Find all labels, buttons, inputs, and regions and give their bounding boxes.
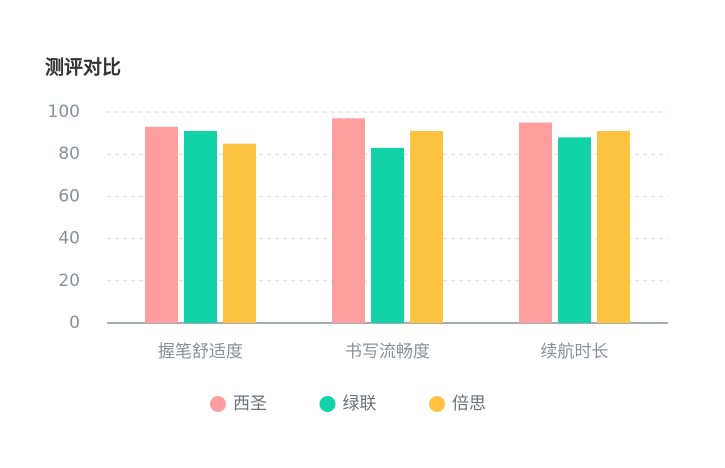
y-tick-label: 60 <box>58 186 80 206</box>
legend-label: 西圣 <box>233 394 267 414</box>
chart-title: 测评对比 <box>45 56 121 79</box>
bar <box>558 137 591 323</box>
bar <box>371 147 404 323</box>
bar <box>519 122 552 323</box>
x-tick-label: 书写流畅度 <box>345 342 430 362</box>
bar <box>410 130 443 323</box>
bar <box>184 130 217 323</box>
y-tick-label: 20 <box>58 271 80 291</box>
bar <box>223 143 256 323</box>
y-tick-label: 100 <box>48 102 80 122</box>
legend-label: 绿联 <box>343 394 377 414</box>
legend-marker <box>210 396 226 412</box>
bar <box>145 126 178 324</box>
legend-label: 倍思 <box>452 394 486 414</box>
x-tick-label: 续航时长 <box>541 342 609 362</box>
y-tick-label: 0 <box>69 313 80 333</box>
legend-marker <box>319 396 336 412</box>
y-tick-label: 80 <box>58 144 80 164</box>
bar <box>597 130 630 323</box>
bar <box>332 118 365 323</box>
legend-marker <box>429 396 445 412</box>
y-tick-label: 40 <box>58 229 80 249</box>
x-tick-label: 握笔舒适度 <box>158 342 243 362</box>
